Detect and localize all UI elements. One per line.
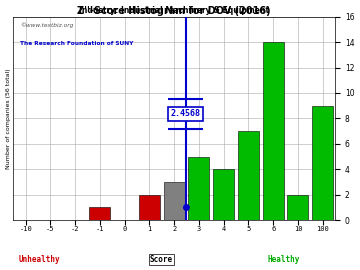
- Text: The Research Foundation of SUNY: The Research Foundation of SUNY: [20, 41, 133, 46]
- Bar: [139, 195, 160, 220]
- Y-axis label: Number of companies (56 total): Number of companies (56 total): [5, 68, 10, 169]
- Text: Healthy: Healthy: [267, 255, 300, 264]
- Bar: [263, 42, 284, 220]
- Bar: [312, 106, 333, 220]
- Bar: [238, 131, 259, 220]
- Bar: [89, 207, 111, 220]
- Bar: [287, 195, 309, 220]
- Title: Z''-Score Histogram for DOV (2016): Z''-Score Histogram for DOV (2016): [77, 6, 271, 16]
- Text: Industry: Industrial Machinery & Equipment: Industry: Industrial Machinery & Equipme…: [79, 6, 269, 15]
- Text: Unhealthy: Unhealthy: [18, 255, 60, 264]
- Bar: [164, 182, 185, 220]
- Text: 2.4568: 2.4568: [171, 109, 201, 119]
- Bar: [213, 169, 234, 220]
- Text: ©www.textbiz.org: ©www.textbiz.org: [20, 23, 73, 28]
- Bar: [188, 157, 210, 220]
- Text: Score: Score: [150, 255, 173, 264]
